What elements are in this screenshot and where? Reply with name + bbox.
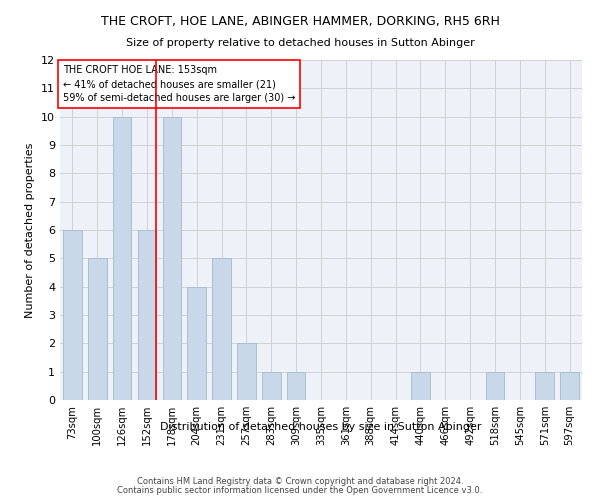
Text: THE CROFT HOE LANE: 153sqm
← 41% of detached houses are smaller (21)
59% of semi: THE CROFT HOE LANE: 153sqm ← 41% of deta… <box>62 65 295 103</box>
Bar <box>88 258 107 400</box>
Bar <box>63 230 82 400</box>
Bar <box>237 344 256 400</box>
Text: Distribution of detached houses by size in Sutton Abinger: Distribution of detached houses by size … <box>160 422 482 432</box>
Y-axis label: Number of detached properties: Number of detached properties <box>25 142 35 318</box>
Bar <box>560 372 579 400</box>
Bar <box>163 116 181 400</box>
Bar <box>535 372 554 400</box>
Text: THE CROFT, HOE LANE, ABINGER HAMMER, DORKING, RH5 6RH: THE CROFT, HOE LANE, ABINGER HAMMER, DOR… <box>101 15 499 28</box>
Bar <box>287 372 305 400</box>
Bar <box>485 372 505 400</box>
Text: Contains HM Land Registry data © Crown copyright and database right 2024.: Contains HM Land Registry data © Crown c… <box>137 477 463 486</box>
Bar <box>187 286 206 400</box>
Bar <box>137 230 157 400</box>
Text: Size of property relative to detached houses in Sutton Abinger: Size of property relative to detached ho… <box>125 38 475 48</box>
Bar <box>262 372 281 400</box>
Bar <box>212 258 231 400</box>
Bar <box>113 116 131 400</box>
Bar <box>411 372 430 400</box>
Text: Contains public sector information licensed under the Open Government Licence v3: Contains public sector information licen… <box>118 486 482 495</box>
